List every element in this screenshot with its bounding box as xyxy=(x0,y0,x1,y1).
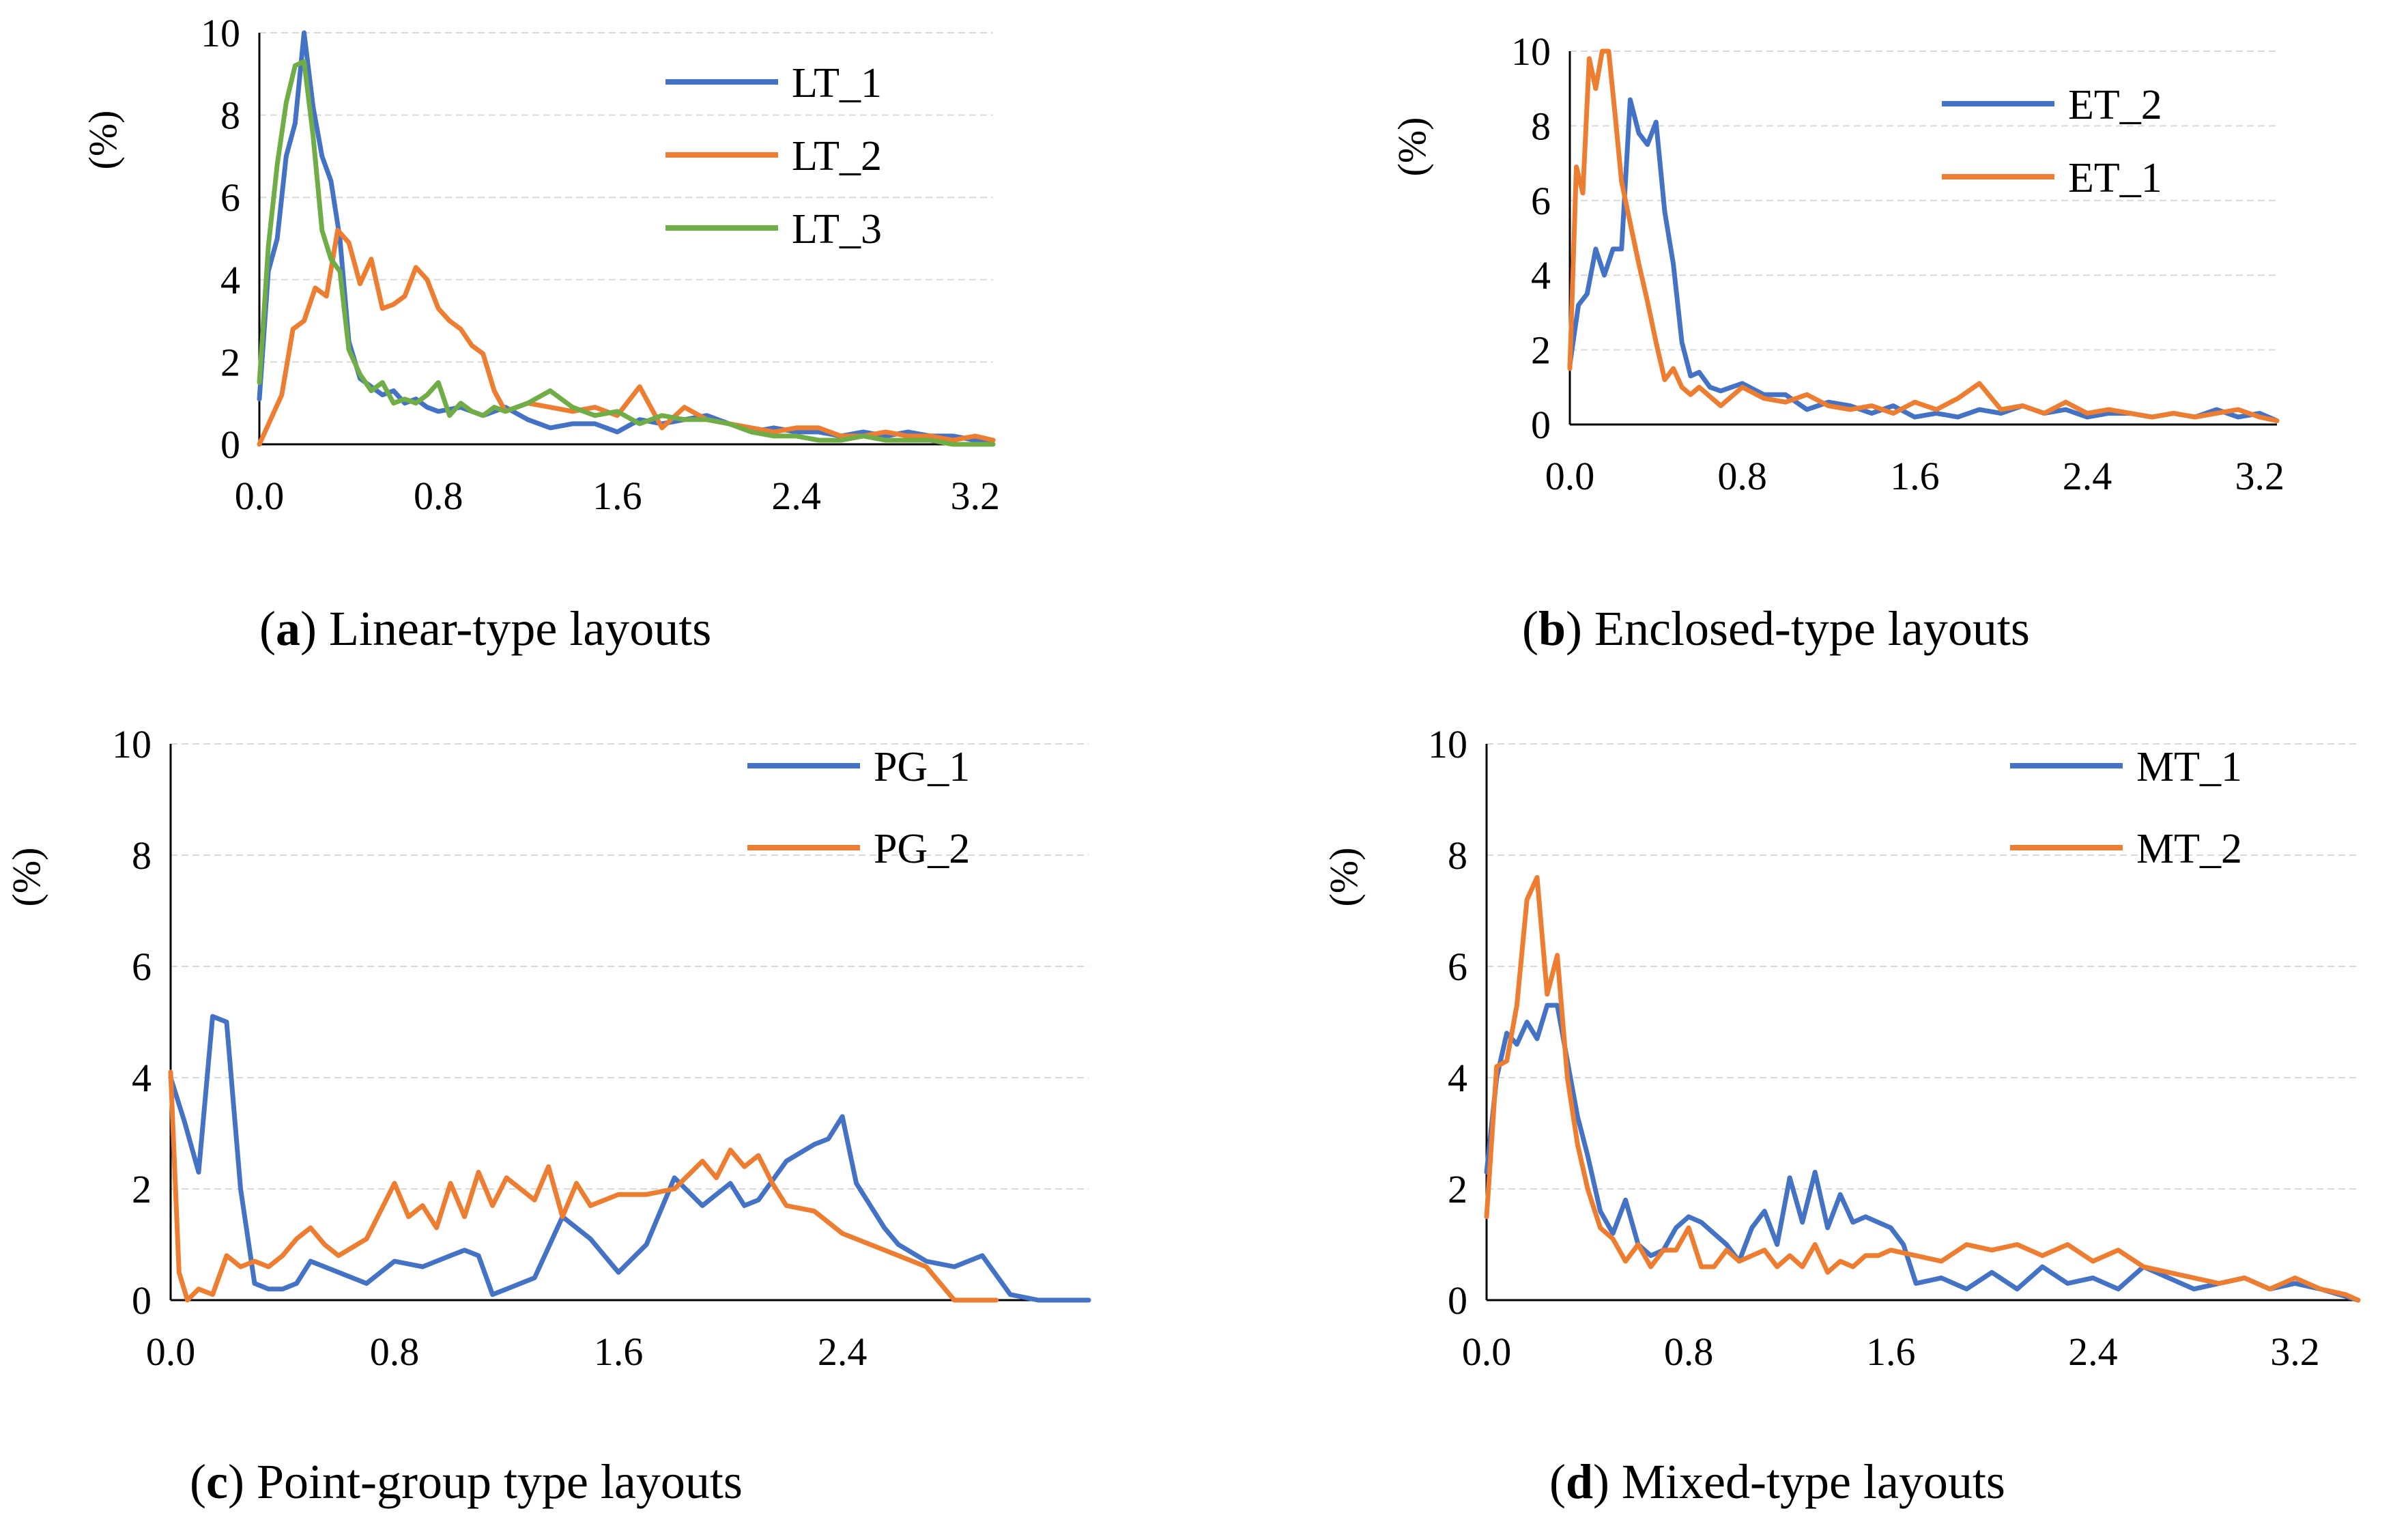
caption-letter: a xyxy=(275,601,300,656)
y-tick-label: 10 xyxy=(1511,29,1551,74)
panel-c-point-group-type: 0 2 4 6 8 10 0.0 0.8 1.6 2.4 (%) PG_1 PG_2 xyxy=(4,722,1091,1374)
x-tick-label: 0.0 xyxy=(1462,1329,1512,1374)
x-tick-label: 3.2 xyxy=(2270,1329,2320,1374)
x-tick-label: 0.8 xyxy=(1664,1329,1714,1374)
y-tick-label: 0 xyxy=(132,1278,152,1323)
y-tick-label: 4 xyxy=(132,1056,152,1100)
caption-c: (c) Point-group type layouts xyxy=(190,1454,743,1509)
x-tick-label: 0.0 xyxy=(146,1329,196,1374)
x-tick-label: 1.6 xyxy=(1866,1329,1916,1374)
y-tick-label: 10 xyxy=(201,11,240,55)
x-tick-label: 3.2 xyxy=(951,474,1001,518)
caption-text: Enclosed-type layouts xyxy=(1582,601,2030,656)
legend-label: LT_1 xyxy=(792,60,882,106)
y-tick-label: 6 xyxy=(1448,945,1467,989)
caption-text: Mixed-type layouts xyxy=(1609,1454,2005,1509)
caption-text: Linear-type layouts xyxy=(316,601,712,656)
y-tick-label: 0 xyxy=(220,422,240,467)
legend-label: PG_2 xyxy=(874,826,970,872)
caption-letter: b xyxy=(1538,601,1566,656)
series-line-mt-1 xyxy=(1484,1003,2361,1303)
x-tick-label: 1.6 xyxy=(594,1329,644,1374)
y-tick-label: 2 xyxy=(1531,328,1551,373)
panel-a-linear-type: 0 2 4 6 8 10 0.0 0.8 1.6 2.4 3.2 (%) LT_1 LT_2 LT_3 xyxy=(81,11,1000,518)
x-tick-label: 1.6 xyxy=(592,474,642,518)
y-tick-label: 4 xyxy=(1531,253,1551,298)
y-axis-label: (%) xyxy=(1321,848,1366,907)
x-tick-label: 0.8 xyxy=(370,1329,420,1374)
y-tick-label: 8 xyxy=(220,94,240,138)
y-tick-label: 10 xyxy=(112,722,152,766)
panel-b-enclosed-type: 0 2 4 6 8 10 0.0 0.8 1.6 2.4 3.2 (%) ET_2 ET_1 xyxy=(1390,29,2284,498)
legend-label: MT_2 xyxy=(2136,826,2242,872)
y-tick-label: 6 xyxy=(1531,179,1551,223)
series-line-lt-2 xyxy=(257,227,996,447)
y-tick-label: 6 xyxy=(132,945,152,989)
y-tick-label: 2 xyxy=(1448,1167,1467,1211)
caption-text: Point-group type layouts xyxy=(244,1454,743,1509)
legend-label: LT_2 xyxy=(792,133,882,179)
legend-label: ET_1 xyxy=(2068,155,2162,201)
series-line-pg-2 xyxy=(168,1069,999,1303)
caption-a: (a) Linear-type layouts xyxy=(259,601,712,656)
y-axis-label: (%) xyxy=(4,848,48,907)
x-tick-label: 0.0 xyxy=(235,474,285,518)
y-axis-label: (%) xyxy=(1390,117,1434,177)
x-tick-label: 2.4 xyxy=(2063,454,2112,498)
x-tick-label: 2.4 xyxy=(818,1329,868,1374)
y-tick-label: 10 xyxy=(1428,722,1467,766)
x-tick-label: 0.0 xyxy=(1545,454,1595,498)
series-line-lt-1 xyxy=(257,30,996,443)
y-tick-label: 2 xyxy=(132,1167,152,1211)
series-line-pg-1 xyxy=(168,1013,1091,1303)
x-tick-label: 3.2 xyxy=(2235,454,2284,498)
x-tick-label: 1.6 xyxy=(1890,454,1940,498)
x-tick-label: 0.8 xyxy=(414,474,463,518)
y-tick-label: 6 xyxy=(220,175,240,220)
x-tick-label: 2.4 xyxy=(2068,1329,2118,1374)
y-tick-label: 2 xyxy=(220,340,240,384)
legend-label: LT_3 xyxy=(792,206,882,253)
x-tick-label: 0.8 xyxy=(1717,454,1767,498)
caption-d: (d) Mixed-type layouts xyxy=(1549,1454,2005,1509)
series-line-lt-3 xyxy=(257,59,996,447)
y-tick-label: 4 xyxy=(220,258,240,302)
caption-b: (b) Enclosed-type layouts xyxy=(1522,601,2030,656)
y-axis-label: (%) xyxy=(81,111,125,170)
legend-label: ET_2 xyxy=(2068,82,2162,128)
y-tick-label: 0 xyxy=(1448,1278,1467,1323)
legend-label: MT_1 xyxy=(2136,744,2242,790)
y-tick-label: 8 xyxy=(1531,104,1551,148)
series-line-mt-2 xyxy=(1484,875,2361,1303)
caption-letter: c xyxy=(205,1454,228,1509)
y-tick-label: 8 xyxy=(132,833,152,878)
y-tick-label: 8 xyxy=(1448,833,1467,878)
series-line-et-1 xyxy=(1567,48,2280,423)
y-tick-label: 4 xyxy=(1448,1056,1467,1100)
legend-label: PG_1 xyxy=(874,744,970,790)
x-tick-label: 2.4 xyxy=(771,474,821,518)
panel-d-mixed-type: 0 2 4 6 8 10 0.0 0.8 1.6 2.4 3.2 (%) MT_1 MT_2 xyxy=(1321,722,2361,1374)
y-tick-label: 0 xyxy=(1531,403,1551,447)
caption-letter: d xyxy=(1565,1454,1594,1509)
